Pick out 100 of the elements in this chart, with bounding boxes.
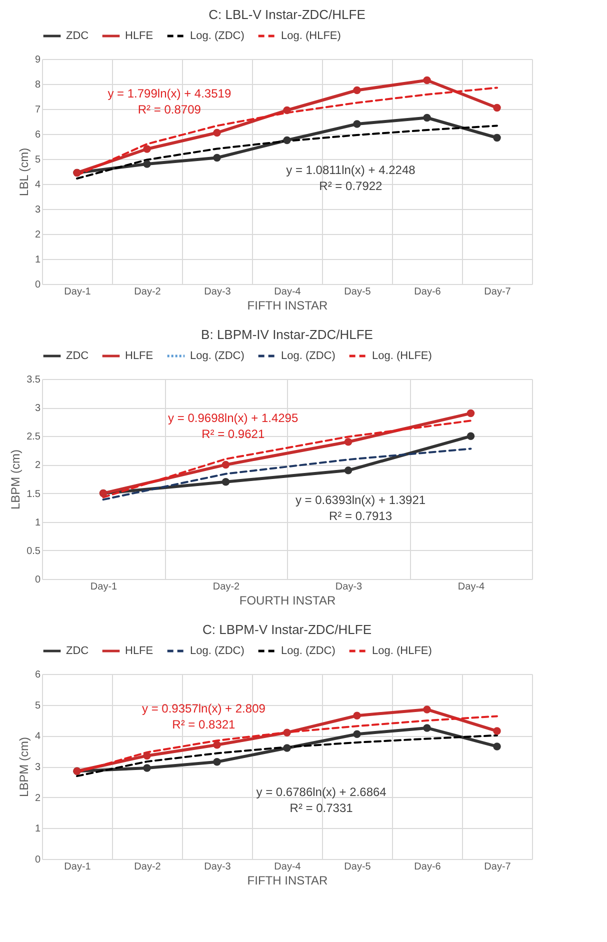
x-axis-title: FIFTH INSTAR: [247, 874, 328, 888]
x-tick-label: Day-1: [64, 286, 92, 298]
point: [423, 706, 431, 714]
point: [423, 114, 431, 122]
x-axis-title: FIFTH INSTAR: [247, 298, 328, 312]
x-tick-label: Day-1: [64, 862, 92, 872]
point: [143, 160, 151, 168]
y-tick-label: 1: [34, 824, 41, 835]
line-series: [76, 124, 498, 180]
point: [493, 727, 501, 735]
y-axis-title: LBPM (cm): [16, 736, 31, 797]
chart-title: C: LBPM-V Instar-ZDC/HLFE: [202, 622, 372, 637]
annotation: y = 0.9698ln(x) + 1.4295 R² = 0.9621: [168, 411, 298, 441]
x-tick-label: Day-4: [274, 862, 302, 872]
y-tick-label: 9: [34, 54, 41, 66]
legend-label: HLFE: [125, 645, 154, 657]
x-tick-label: Day-4: [458, 582, 486, 592]
legend-label: HLFE: [125, 350, 154, 362]
legend-label: Log. (HLFE): [372, 645, 432, 657]
x-tick-label: Day-6: [414, 862, 442, 872]
y-tick-label: 8: [34, 80, 41, 90]
point: [143, 764, 151, 772]
x-tick-label: Day-2: [134, 862, 162, 872]
point: [213, 128, 221, 137]
y-tick-label: 6: [34, 670, 41, 680]
x-tick-label: Day-2: [212, 582, 240, 592]
y-tick-label: 2.5: [26, 432, 41, 443]
annotation: y = 0.6786ln(x) + 2.6864 R² = 0.7331: [256, 784, 387, 815]
point: [213, 154, 221, 162]
point: [283, 728, 291, 736]
y-tick-label: 0: [34, 574, 41, 586]
chart-title: B: LBPM-IV Instar-ZDC/HLFE: [201, 327, 374, 342]
annotation: y = 1.0811ln(x) + 4.2248 R² = 0.7922: [286, 162, 416, 193]
annotation: y = 1.799ln(x) + 4.3519 R² = 0.8709: [108, 86, 232, 116]
y-tick-label: 2: [34, 230, 41, 240]
y-tick-label: 0: [34, 854, 41, 866]
y-tick-label: 2: [34, 460, 41, 472]
x-tick-label: Day-6: [414, 286, 442, 298]
legend-label: HLFE: [125, 30, 154, 42]
legend-label: Log. (ZDC): [190, 30, 244, 42]
x-tick-label: Day-7: [484, 862, 512, 872]
point: [213, 758, 221, 766]
point: [423, 724, 431, 732]
legend-label: Log. (HLFE): [281, 30, 341, 42]
y-tick-label: 2: [34, 792, 41, 804]
y-tick-label: 7: [34, 104, 41, 116]
point: [344, 438, 352, 446]
y-tick-label: 5: [34, 700, 41, 712]
legend-label: ZDC: [66, 350, 89, 362]
point: [283, 106, 291, 114]
chart-title: C: LBL-V Instar-ZDC/HLFE: [208, 7, 366, 22]
y-tick-label: 0: [34, 280, 41, 290]
legend-label: Log. (ZDC): [281, 350, 336, 362]
point: [283, 136, 291, 144]
x-tick-label: Day-1: [90, 582, 118, 592]
point: [143, 752, 151, 760]
point: [222, 478, 230, 486]
x-tick-label: Day-3: [335, 582, 363, 592]
y-tick-label: 5: [34, 154, 41, 166]
y-tick-label: 4: [34, 731, 41, 742]
x-tick-label: Day-4: [274, 286, 302, 298]
point: [353, 712, 361, 720]
point: [493, 104, 501, 112]
y-tick-label: 3: [34, 762, 41, 773]
point: [353, 86, 361, 94]
y-tick-label: 0.5: [26, 546, 41, 557]
y-tick-label: 4: [34, 180, 41, 190]
legend-label: Log. (ZDC): [190, 350, 244, 362]
y-tick-label: 1: [34, 254, 41, 266]
y-tick-label: 1: [34, 517, 41, 528]
point: [344, 466, 352, 474]
y-tick-label: 3: [34, 403, 41, 414]
x-tick-label: Day-3: [204, 862, 232, 872]
point: [283, 744, 291, 752]
point: [353, 730, 361, 738]
legend-label: Log. (HLFE): [372, 350, 432, 362]
point: [143, 145, 151, 153]
x-tick-label: Day-2: [134, 286, 162, 298]
point: [213, 741, 221, 749]
point: [423, 76, 431, 84]
x-tick-label: Day-3: [204, 286, 232, 298]
annotation: y = 0.6393ln(x) + 1.3921 R² = 0.7913: [295, 493, 426, 523]
y-axis-title: LBL (cm): [16, 148, 31, 196]
annotation: y = 0.9357ln(x) + 2.809 R² = 0.8321: [142, 702, 266, 732]
legend-label: Log. (ZDC): [281, 645, 336, 657]
x-tick-label: Day-5: [344, 862, 372, 872]
y-tick-label: 3.5: [26, 374, 41, 386]
point: [353, 120, 361, 128]
point: [493, 742, 501, 750]
point: [466, 432, 475, 440]
point: [222, 460, 230, 469]
point: [493, 134, 501, 142]
legend-label: Log. (ZDC): [190, 645, 244, 657]
x-tick-label: Day-5: [344, 286, 372, 298]
y-tick-label: 1.5: [26, 488, 41, 500]
legend-label: ZDC: [66, 645, 89, 657]
x-axis-title: FOURTH INSTAR: [239, 594, 336, 608]
x-tick-label: Day-7: [484, 286, 512, 298]
y-tick-label: 3: [34, 204, 41, 216]
point: [466, 409, 475, 418]
